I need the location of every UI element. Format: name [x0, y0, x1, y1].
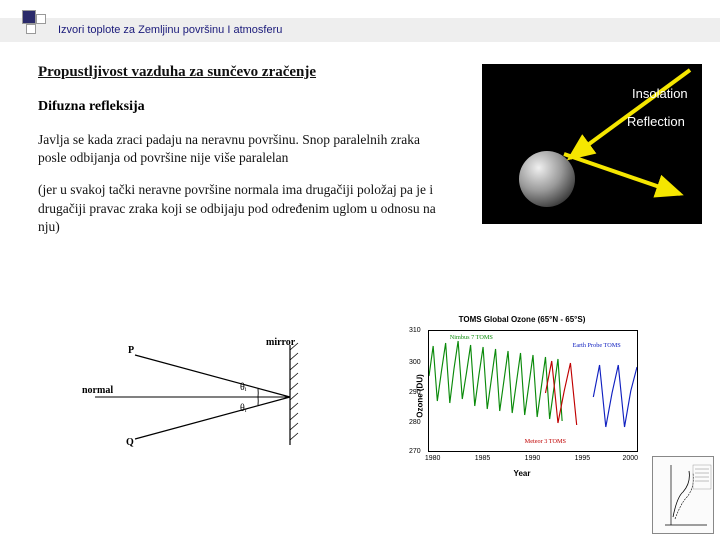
logo-squares [22, 10, 50, 38]
header-band: Izvori toplote za Zemljinu površinu I at… [0, 18, 720, 42]
chart-ylabel: Ozone (DU) [415, 374, 424, 418]
main-content: Propustljivost vazduha za sunčevo zračen… [38, 64, 438, 250]
subheading: Difuzna refleksija [38, 99, 438, 115]
svg-text:θᵣ: θᵣ [240, 403, 248, 414]
chart-title: TOMS Global Ozone (65°N - 65°S) [402, 315, 642, 324]
legend-earth: Earth Probe TOMS [573, 343, 622, 349]
reflection-diagram: Insolation Reflection [482, 64, 702, 224]
mirror-label: mirror [266, 337, 296, 348]
ozone-chart: TOMS Global Ozone (65°N - 65°S) Ozone (D… [402, 315, 642, 475]
insolation-label: Insolation [632, 86, 688, 101]
legend-nimbus: Nimbus 7 TOMS [450, 335, 494, 341]
point-q-label: Q [126, 437, 134, 448]
chart-plot: 270 280 290 300 310 1980 1985 1990 1995 … [428, 330, 638, 452]
svg-text:θᵢ: θᵢ [240, 382, 247, 393]
header-title: Izvori toplote za Zemljinu površinu I at… [58, 24, 282, 36]
reflection-label: Reflection [627, 114, 685, 129]
normal-diagram: mirror normal P Q θᵢ θᵣ [80, 335, 340, 455]
paragraph-1: Javlja se kada zraci padaju na neravnu p… [38, 131, 438, 167]
legend-meteor: Meteor 3 TOMS [525, 439, 567, 445]
paragraph-2: (jer u svakoj tački neravne površine nor… [38, 181, 438, 236]
point-p-label: P [128, 345, 134, 356]
normal-label: normal [82, 385, 113, 396]
small-diagram [652, 456, 714, 534]
heading: Propustljivost vazduha za sunčevo zračen… [38, 64, 438, 81]
chart-xlabel: Year [514, 469, 531, 478]
